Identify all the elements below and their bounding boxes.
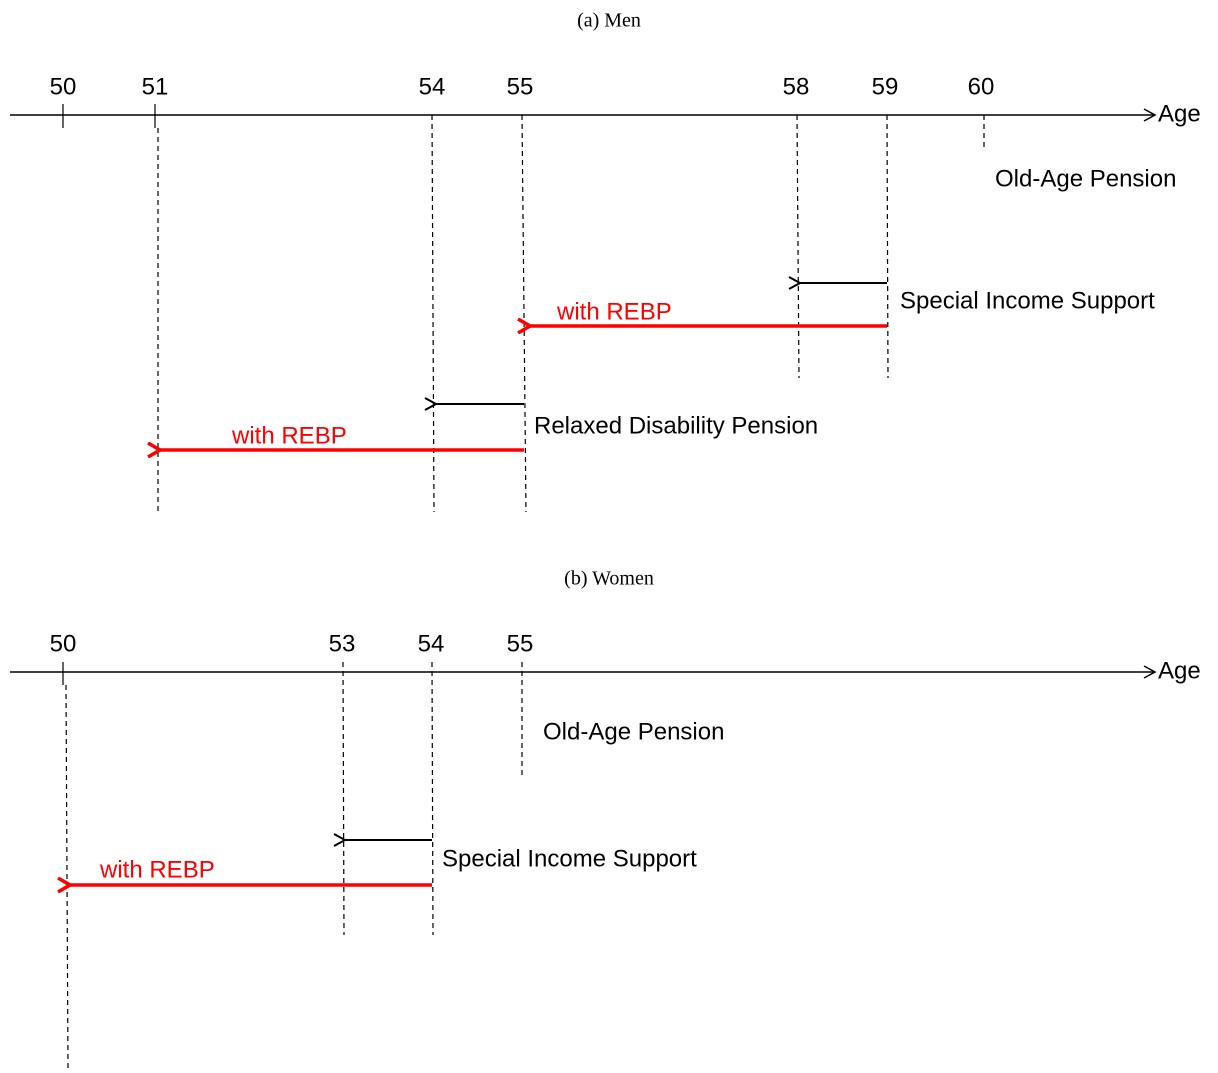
- tick-label: 50: [50, 73, 77, 100]
- axis-label: Age: [1158, 100, 1201, 127]
- panel-women: (b) Women Age 50 53 54 55 Old-Age Pensio…: [10, 568, 1201, 1069]
- guide-line: [431, 114, 435, 513]
- program-label: Special Income Support: [900, 287, 1155, 314]
- program-label: Old-Age Pension: [543, 718, 724, 745]
- program-label: Relaxed Disability Pension: [534, 412, 818, 439]
- tick-label: 60: [968, 73, 995, 100]
- tick-label: 54: [419, 73, 446, 100]
- tick-label: 55: [507, 73, 534, 100]
- tick-label: 59: [872, 73, 899, 100]
- rebp-label: with REBP: [556, 298, 672, 325]
- program-label: Special Income Support: [442, 845, 697, 872]
- guide-line: [342, 661, 345, 936]
- tick-label: 51: [142, 73, 169, 100]
- rebp-label: with REBP: [231, 422, 347, 449]
- panel-title: (a) Men: [577, 10, 641, 32]
- panel-men: (a) Men Age 50 51 54 55 58 59 60 Old-Age…: [10, 10, 1201, 513]
- program-label: Old-Age Pension: [995, 165, 1176, 192]
- tick-label: 54: [418, 630, 445, 657]
- guide-line: [65, 684, 69, 1069]
- tick-label: 55: [507, 630, 534, 657]
- guide-line: [431, 661, 434, 936]
- guide-line: [796, 114, 800, 379]
- panel-title: (b) Women: [564, 568, 654, 590]
- rebp-label: with REBP: [99, 856, 215, 883]
- tick-label: 53: [329, 630, 356, 657]
- guide-line: [521, 114, 527, 513]
- tick-label: 50: [50, 630, 77, 657]
- axis-label: Age: [1158, 657, 1201, 684]
- tick-label: 58: [783, 73, 810, 100]
- guide-line: [886, 114, 889, 379]
